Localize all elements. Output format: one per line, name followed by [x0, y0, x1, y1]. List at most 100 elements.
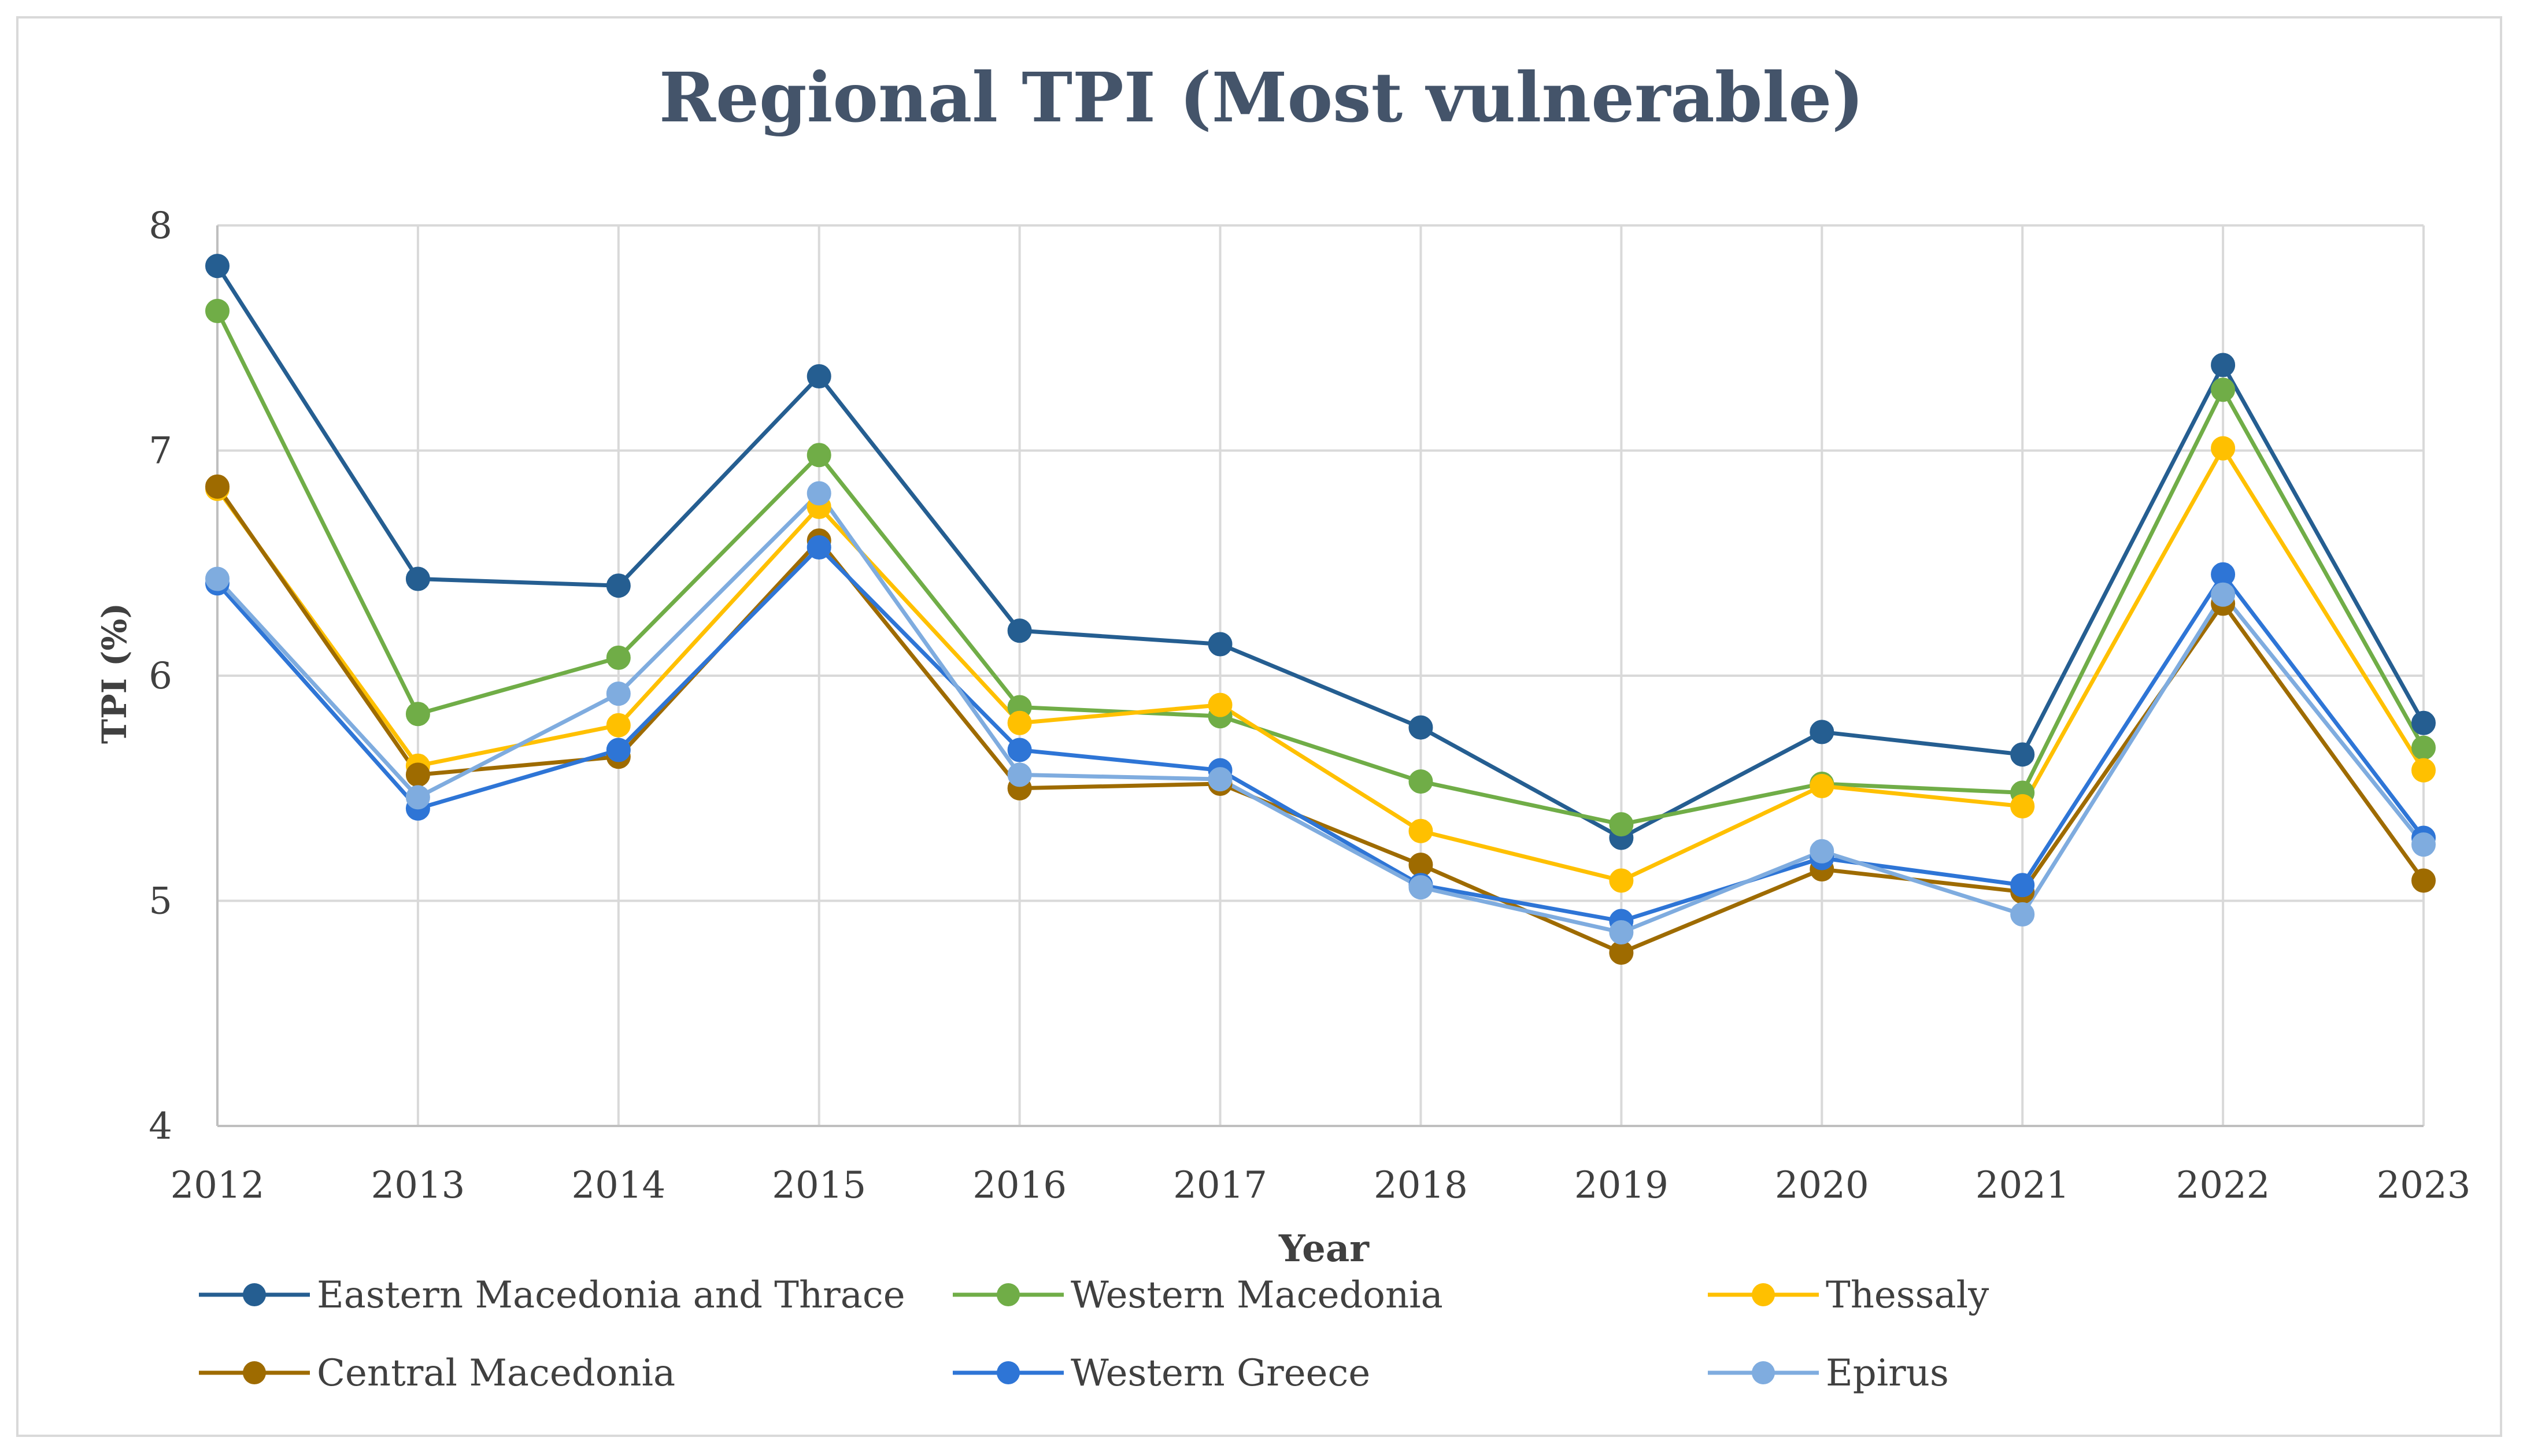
- data-point: [1208, 692, 1233, 717]
- legend-label: Eastern Macedonia and Thrace: [317, 1274, 905, 1317]
- data-point: [2211, 582, 2236, 607]
- legend-swatch-marker: [997, 1283, 1020, 1306]
- legend-swatch-marker: [243, 1283, 266, 1306]
- data-point: [2010, 902, 2035, 927]
- x-tick-label: 2023: [2377, 1164, 2471, 1207]
- data-point: [807, 443, 831, 468]
- data-point: [2411, 758, 2436, 783]
- data-point: [405, 785, 430, 810]
- data-point: [1007, 762, 1032, 787]
- data-point: [807, 364, 831, 388]
- data-point: [2010, 873, 2035, 898]
- data-point: [205, 254, 230, 279]
- series-line-0: [216, 265, 2426, 840]
- chart-title: Regional TPI (Most vulnerable): [659, 57, 1864, 138]
- legend-label: Western Greece: [1071, 1352, 1370, 1395]
- data-point: [1408, 715, 1433, 740]
- legend-swatch-marker: [1752, 1283, 1775, 1306]
- data-point: [606, 681, 631, 706]
- y-tick-label: 8: [149, 205, 172, 247]
- data-point: [2211, 436, 2236, 461]
- data-point: [1609, 940, 1634, 965]
- x-tick-label: 2013: [371, 1164, 465, 1207]
- data-point: [2411, 832, 2436, 857]
- series-line-4: [216, 545, 2425, 924]
- legend-item: Western Greece: [953, 1352, 1370, 1395]
- data-point: [1810, 839, 1834, 864]
- series-line-5: [216, 491, 2425, 935]
- series-line-1: [215, 310, 2426, 827]
- legend-label: Thessaly: [1826, 1274, 1989, 1317]
- y-tick-label: 5: [149, 880, 172, 923]
- data-point: [1609, 868, 1634, 893]
- series-line-2: [216, 446, 2425, 883]
- data-point: [1408, 875, 1433, 900]
- data-point: [1408, 853, 1433, 877]
- data-point: [2211, 377, 2236, 402]
- data-point: [1609, 812, 1634, 837]
- data-point: [807, 535, 831, 560]
- data-point: [405, 762, 430, 787]
- data-point: [405, 566, 430, 591]
- data-point: [1007, 738, 1032, 762]
- data-point: [1007, 618, 1032, 643]
- data-point: [2411, 868, 2436, 893]
- data-point: [2211, 562, 2236, 587]
- legend-label: Epirus: [1826, 1352, 1949, 1395]
- axes: 4 5 6 7 8 2012 2013 2014 2015 2016 2017 2018 2019 202…: [149, 205, 2470, 1207]
- series-lines: [215, 265, 2426, 955]
- legend-swatch-marker: [1752, 1361, 1775, 1384]
- x-tick-label: 2021: [1976, 1164, 2070, 1207]
- data-point: [2411, 710, 2436, 735]
- x-tick-label: 2017: [1173, 1164, 1267, 1207]
- legend-item: Thessaly: [1708, 1274, 1989, 1317]
- x-tick-label: 2022: [2176, 1164, 2270, 1207]
- legend-item: Central Macedonia: [199, 1352, 675, 1395]
- data-point: [807, 481, 831, 506]
- data-point: [1007, 710, 1032, 735]
- data-point: [1810, 720, 1834, 744]
- data-point: [606, 713, 631, 738]
- x-tick-label: 2014: [571, 1164, 665, 1207]
- legend-swatch-marker: [997, 1361, 1020, 1384]
- data-point: [405, 702, 430, 727]
- chart-frame: [16, 16, 2502, 1437]
- data-point: [205, 566, 230, 591]
- data-point: [1408, 818, 1433, 843]
- y-axis-label: TPI (%): [95, 603, 134, 744]
- data-point: [1208, 632, 1233, 657]
- legend-item: Eastern Macedonia and Thrace: [199, 1274, 905, 1317]
- legend-label: Western Macedonia: [1071, 1274, 1443, 1317]
- x-tick-label: 2012: [171, 1164, 265, 1207]
- series-markers: [205, 254, 2436, 965]
- y-tick-label: 4: [149, 1105, 172, 1148]
- data-point: [1810, 773, 1834, 798]
- x-tick-label: 2015: [772, 1164, 866, 1207]
- x-axis-label: Year: [1278, 1227, 1370, 1270]
- data-point: [205, 474, 230, 499]
- data-point: [2010, 794, 2035, 818]
- legend-label: Central Macedonia: [317, 1352, 675, 1395]
- y-tick-label: 6: [149, 655, 172, 698]
- x-tick-label: 2020: [1775, 1164, 1869, 1207]
- x-tick-label: 2018: [1374, 1164, 1468, 1207]
- data-point: [205, 299, 230, 324]
- data-point: [606, 573, 631, 598]
- legend-item: Western Macedonia: [953, 1274, 1443, 1317]
- legend-item: Epirus: [1708, 1352, 1949, 1395]
- series-line-3: [216, 485, 2425, 955]
- x-tick-label: 2016: [972, 1164, 1067, 1207]
- y-tick-label: 7: [149, 430, 172, 473]
- data-point: [1609, 920, 1634, 945]
- legend: Eastern Macedonia and Thrace Western Mace…: [199, 1274, 1989, 1395]
- data-point: [2211, 353, 2236, 377]
- data-point: [2010, 742, 2035, 767]
- data-point: [606, 738, 631, 762]
- data-point: [1408, 769, 1433, 794]
- legend-swatch-marker: [243, 1361, 266, 1384]
- data-point: [2411, 735, 2436, 760]
- data-point: [606, 645, 631, 670]
- data-point: [1208, 767, 1233, 792]
- x-tick-label: 2019: [1574, 1164, 1669, 1207]
